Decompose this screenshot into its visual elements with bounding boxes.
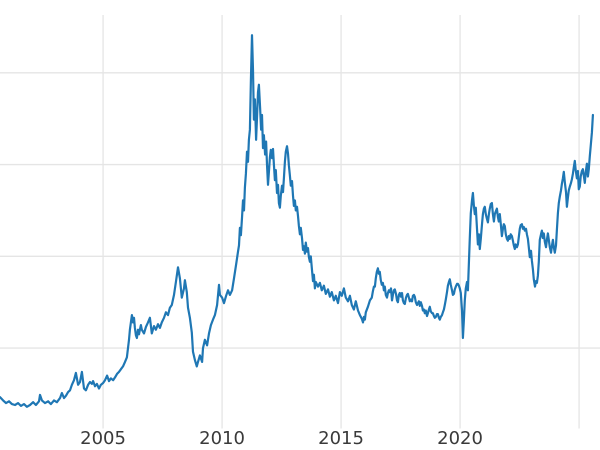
x-tick-label: 2020 — [437, 428, 483, 449]
x-tick-label: 2005 — [80, 428, 126, 449]
price-line-series — [0, 34, 595, 408]
x-tick-label: 2015 — [318, 428, 364, 449]
x-tick-label: 2010 — [199, 428, 245, 449]
